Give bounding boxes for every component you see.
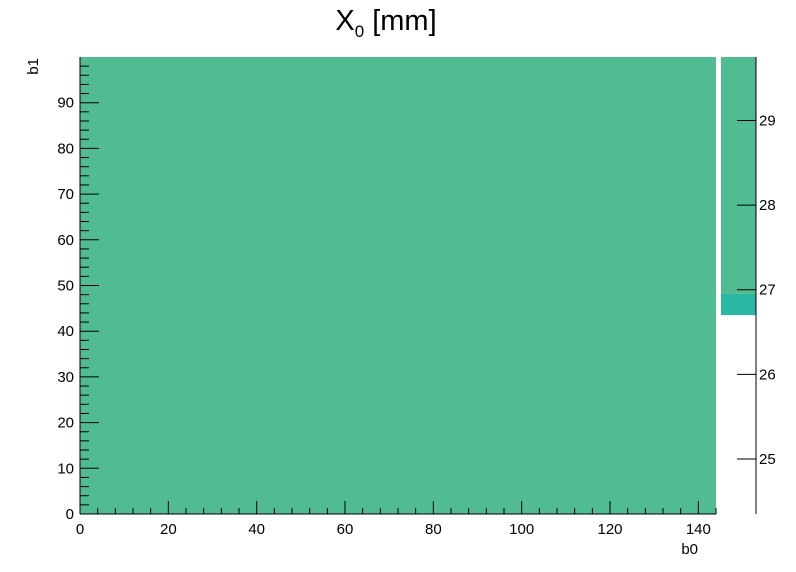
colorbar: 25 26 27 28 29 [721, 57, 776, 514]
chart-title-rest: [mm] [364, 5, 437, 37]
x-tick-label: 0 [76, 521, 84, 538]
x-tick-label: 100 [509, 521, 534, 538]
y-tick-label: 80 [57, 140, 74, 157]
chart-title: X0 [mm] [335, 5, 436, 41]
heatmap-cell [80, 57, 716, 514]
y-tick-label: 50 [57, 278, 74, 295]
y-axis-title: b1 [25, 58, 42, 75]
x-tick-label: 120 [597, 521, 622, 538]
heatmap-cells [80, 57, 716, 514]
x-tick-label: 40 [248, 521, 265, 538]
colorbar-tick-label: 25 [759, 451, 776, 468]
x-tick-label: 60 [337, 521, 354, 538]
svg-text:X0 [mm]: X0 [mm] [335, 5, 436, 41]
y-tick-label: 90 [57, 95, 74, 112]
y-tick-label: 30 [57, 369, 74, 386]
y-tick-label: 70 [57, 186, 74, 203]
colorbar-tick-label: 28 [759, 197, 776, 214]
y-tick-label: 60 [57, 232, 74, 249]
colorbar-tick-label: 27 [759, 282, 776, 299]
x-tick-label: 140 [686, 521, 711, 538]
x-tick-label: 20 [160, 521, 177, 538]
chart-title-subscript: 0 [355, 22, 364, 41]
colorbar-tick-label: 29 [759, 112, 776, 129]
x-axis-title: b0 [681, 541, 698, 558]
y-tick-label: 20 [57, 415, 74, 432]
colorbar-band [721, 294, 756, 315]
x-tick-label: 80 [425, 521, 442, 538]
y-tick-label: 40 [57, 323, 74, 340]
chart-title-base: X [335, 5, 354, 37]
y-tick-label: 10 [57, 460, 74, 477]
colorbar-tick-label: 26 [759, 366, 776, 383]
y-tick-label: 0 [66, 506, 74, 523]
colorbar-band [721, 57, 756, 294]
